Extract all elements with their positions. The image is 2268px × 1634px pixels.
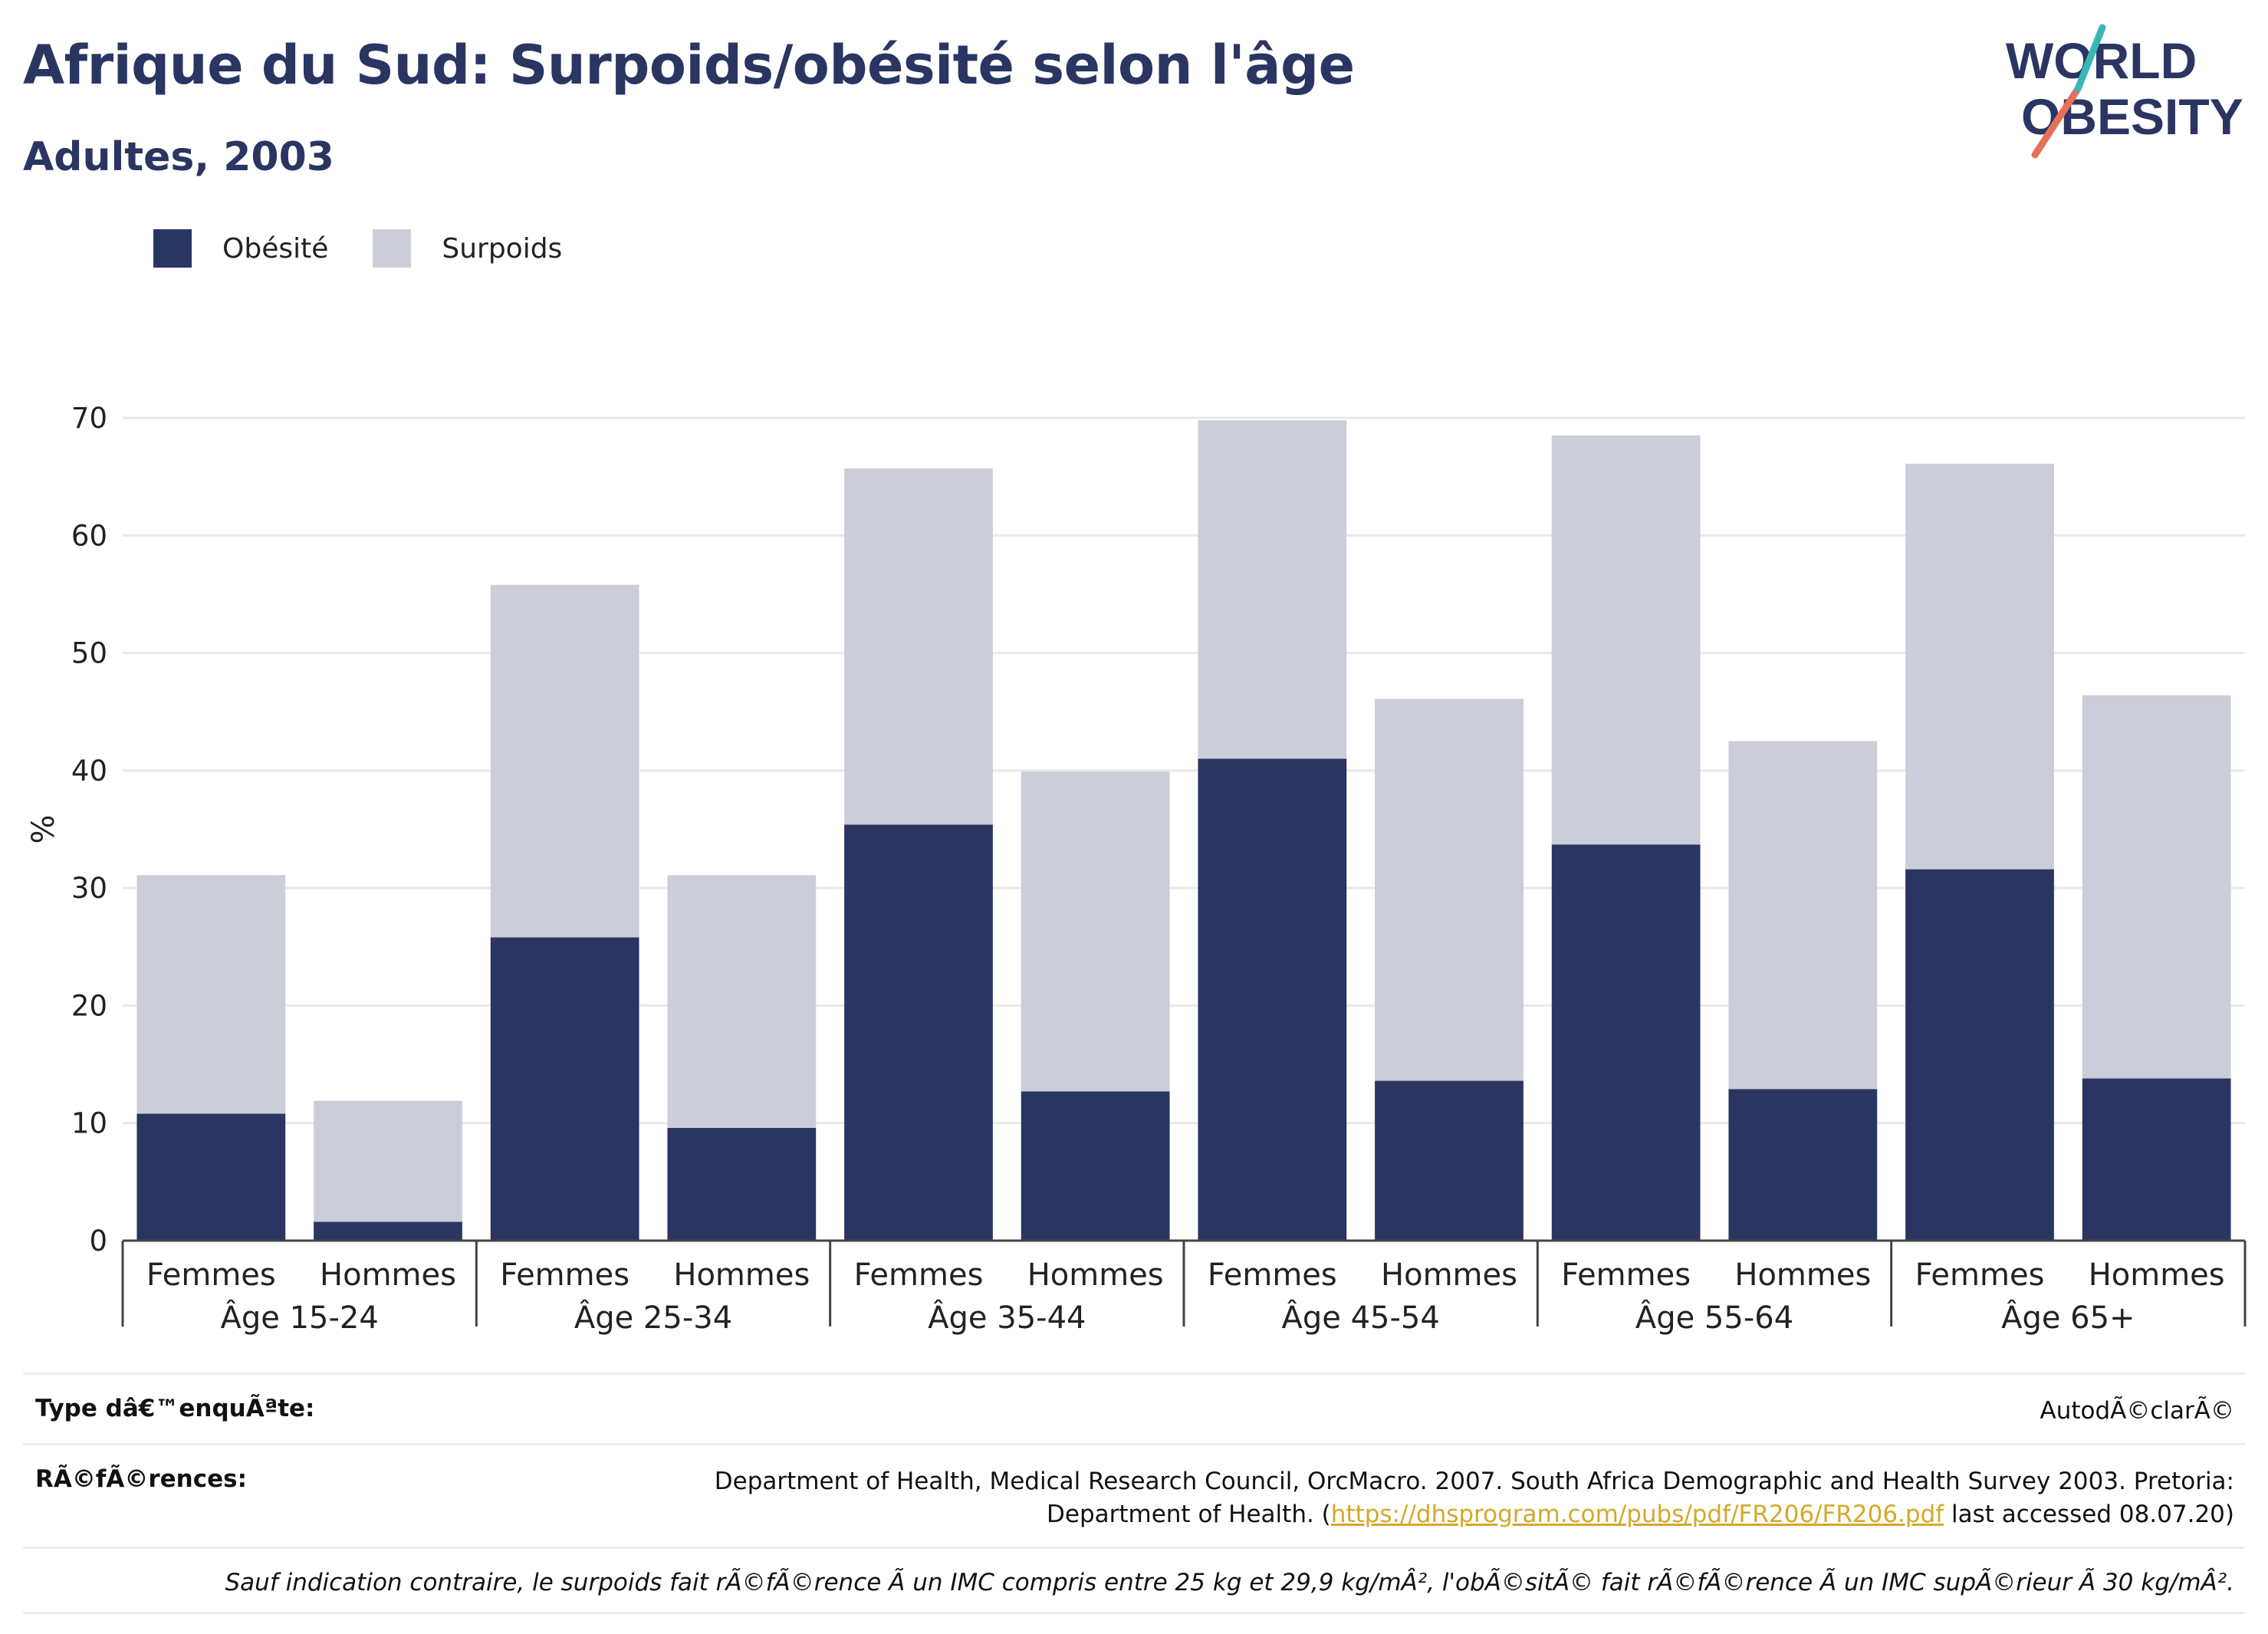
reference-text-line2-post: last accessed 08.07.20) (1944, 1501, 2234, 1528)
logo-slash-teal (2074, 24, 2106, 93)
x-group-label: Âge 65+ (2001, 1299, 2135, 1336)
bar-obesity[interactable] (844, 824, 993, 1241)
bar-obesity[interactable] (1905, 869, 2054, 1241)
y-tick-label: 20 (71, 989, 107, 1022)
y-tick-label: 10 (71, 1107, 107, 1140)
footer-survey-row: Type dâ€™enquÃªte: AutodÃ©clarÃ© (23, 1373, 2245, 1443)
bar-obesity[interactable] (136, 1113, 286, 1241)
bar-overweight[interactable] (1021, 771, 1170, 1092)
bar-obesity[interactable] (1375, 1080, 1524, 1241)
y-tick-label: 50 (71, 637, 107, 670)
bar-overweight[interactable] (844, 468, 993, 825)
legend-item-obesity[interactable]: Obésité (153, 229, 328, 268)
y-tick-label: 60 (71, 519, 107, 552)
x-subcategory-label: Femmes (1915, 1258, 2045, 1293)
x-subcategory-label: Hommes (320, 1258, 456, 1293)
x-subcategory-label: Femmes (500, 1258, 629, 1293)
reference-text-line2-pre: Department of Health. ( (1047, 1501, 1331, 1528)
logo-line1: WORLD (2006, 32, 2197, 89)
footer-note: Sauf indication contraire, le surpoids f… (225, 1569, 2235, 1596)
chart-title: Afrique du Sud: Surpoids/obésité selon l… (23, 34, 1355, 97)
bar-overweight[interactable] (490, 584, 639, 938)
footer-references-row: RÃ©fÃ©rences: Department of Health, Medi… (23, 1443, 2245, 1547)
bar-obesity[interactable] (1728, 1089, 1878, 1241)
legend: Obésité Surpoids (153, 228, 606, 268)
legend-label-overweight: Surpoids (442, 232, 563, 265)
bar-obesity[interactable] (1198, 758, 1347, 1241)
x-subcategory-label: Femmes (1561, 1258, 1691, 1293)
references-value: Department of Health, Medical Research C… (715, 1465, 2234, 1531)
x-subcategory-label: Femmes (1208, 1258, 1337, 1293)
legend-swatch-obesity (153, 229, 192, 268)
bar-obesity[interactable] (490, 937, 639, 1241)
x-group-label: Âge 25-34 (574, 1299, 732, 1336)
x-subcategory-label: Hommes (1027, 1258, 1164, 1293)
bar-overweight[interactable] (1728, 741, 1878, 1090)
x-subcategory-label: Hommes (2089, 1258, 2225, 1293)
x-group-label: Âge 15-24 (221, 1299, 379, 1336)
reference-link[interactable]: https://dhsprogram.com/pubs/pdf/FR206/FR… (1330, 1501, 1944, 1528)
bar-obesity[interactable] (314, 1221, 462, 1241)
x-subcategory-label: Femmes (854, 1258, 984, 1293)
legend-item-overweight[interactable]: Surpoids (373, 229, 562, 268)
y-tick-label: 30 (71, 872, 107, 905)
logo-slash-coral (2031, 85, 2082, 159)
footer-note-row: Sauf indication contraire, le surpoids f… (23, 1547, 2245, 1614)
x-group-label: Âge 45-54 (1282, 1299, 1440, 1336)
x-subcategory-label: Hommes (673, 1258, 810, 1293)
bar-overweight[interactable] (314, 1100, 462, 1222)
legend-swatch-overweight (373, 229, 412, 268)
bar-obesity[interactable] (2082, 1078, 2231, 1241)
bar-obesity[interactable] (667, 1127, 817, 1241)
reference-text-line1: Department of Health, Medical Research C… (714, 1468, 2234, 1495)
chart-footer: Type dâ€™enquÃªte: AutodÃ©clarÃ© RÃ©fÃ©r… (23, 1373, 2245, 1614)
references-label: RÃ©fÃ©rences: (35, 1465, 247, 1493)
survey-type-label: Type dâ€™enquÃªte: (35, 1395, 315, 1422)
y-axis-label: % (26, 814, 61, 843)
y-tick-label: 70 (71, 402, 107, 435)
x-subcategory-label: Hommes (1381, 1258, 1517, 1293)
bar-overweight[interactable] (1375, 699, 1524, 1081)
x-group-label: Âge 55-64 (1635, 1299, 1793, 1336)
bar-overweight[interactable] (1905, 463, 2054, 870)
bar-overweight[interactable] (1551, 435, 1701, 845)
stacked-bar-chart: 0 10 20 30 40 50 60 70% Femmes Hommes Femmes Hommes… (26, 402, 2247, 1336)
x-subcategory-label: Hommes (1734, 1258, 1871, 1293)
world-obesity-logo: WORLD OBESITY (2006, 24, 2243, 159)
bar-overweight[interactable] (1198, 420, 1347, 759)
bar-overweight[interactable] (136, 875, 286, 1114)
survey-type-value: AutodÃ©clarÃ© (2040, 1397, 2234, 1425)
bar-obesity[interactable] (1021, 1091, 1170, 1241)
legend-label-obesity: Obésité (222, 232, 329, 265)
x-group-label: Âge 35-44 (928, 1299, 1086, 1336)
bar-overweight[interactable] (667, 875, 817, 1128)
y-tick-label: 0 (89, 1225, 107, 1258)
x-subcategory-label: Femmes (146, 1258, 276, 1293)
chart-subtitle: Adultes, 2003 (23, 134, 334, 180)
bar-obesity[interactable] (1551, 844, 1701, 1241)
y-tick-label: 40 (71, 755, 107, 787)
bar-overweight[interactable] (2082, 695, 2231, 1079)
